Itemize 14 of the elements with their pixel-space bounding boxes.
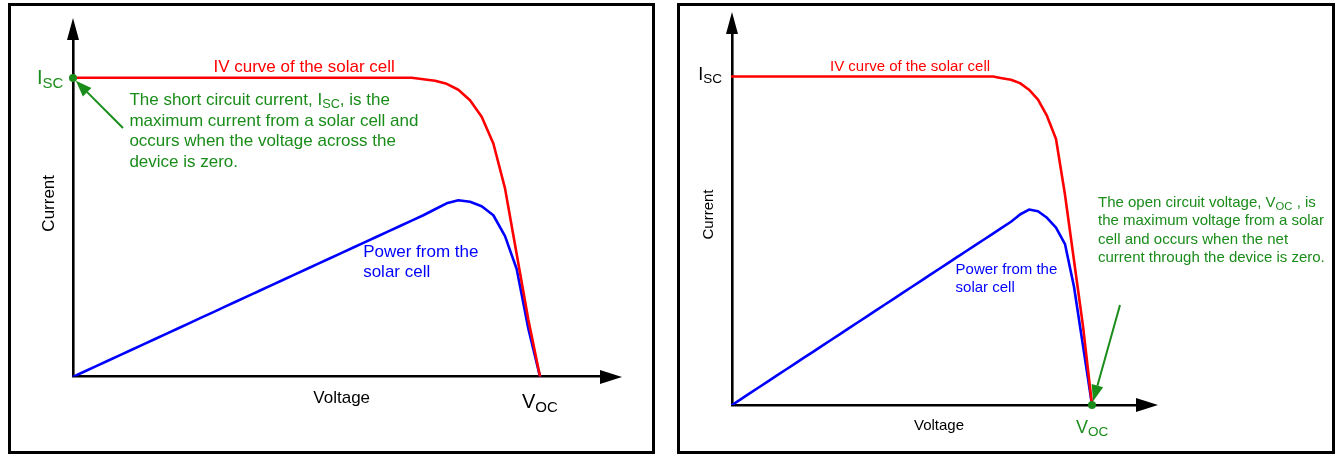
x-axis-title: Voltage bbox=[313, 388, 371, 408]
series-label: Power from the solar cell bbox=[955, 259, 1058, 295]
text: I$_{SC}$ bbox=[37, 64, 64, 91]
annotation: The short circuit current, I$_{SC}$, is the maximum current from a solar cell and occurs when the voltage across the device is zero. bbox=[129, 89, 420, 173]
text: V$_{OC}$ bbox=[522, 388, 558, 415]
text: V$_{OC}$ bbox=[1076, 417, 1109, 440]
y-axis-title: Current bbox=[699, 188, 717, 240]
annotation: The open circuit voltage, V$_{OC}$ , is the maximum voltage from a solar cell and occurs when the net current through the device is zero. bbox=[1098, 193, 1326, 267]
text: I$_{SC}$ bbox=[698, 63, 722, 86]
x-axis-title: Voltage bbox=[913, 416, 965, 434]
series-label: IV curve of the solar cell bbox=[829, 57, 991, 75]
series-label: IV curve of the solar cell bbox=[213, 56, 395, 76]
y-axis-title: Current bbox=[38, 174, 58, 232]
series-label: Power from the solar cell bbox=[363, 242, 479, 282]
